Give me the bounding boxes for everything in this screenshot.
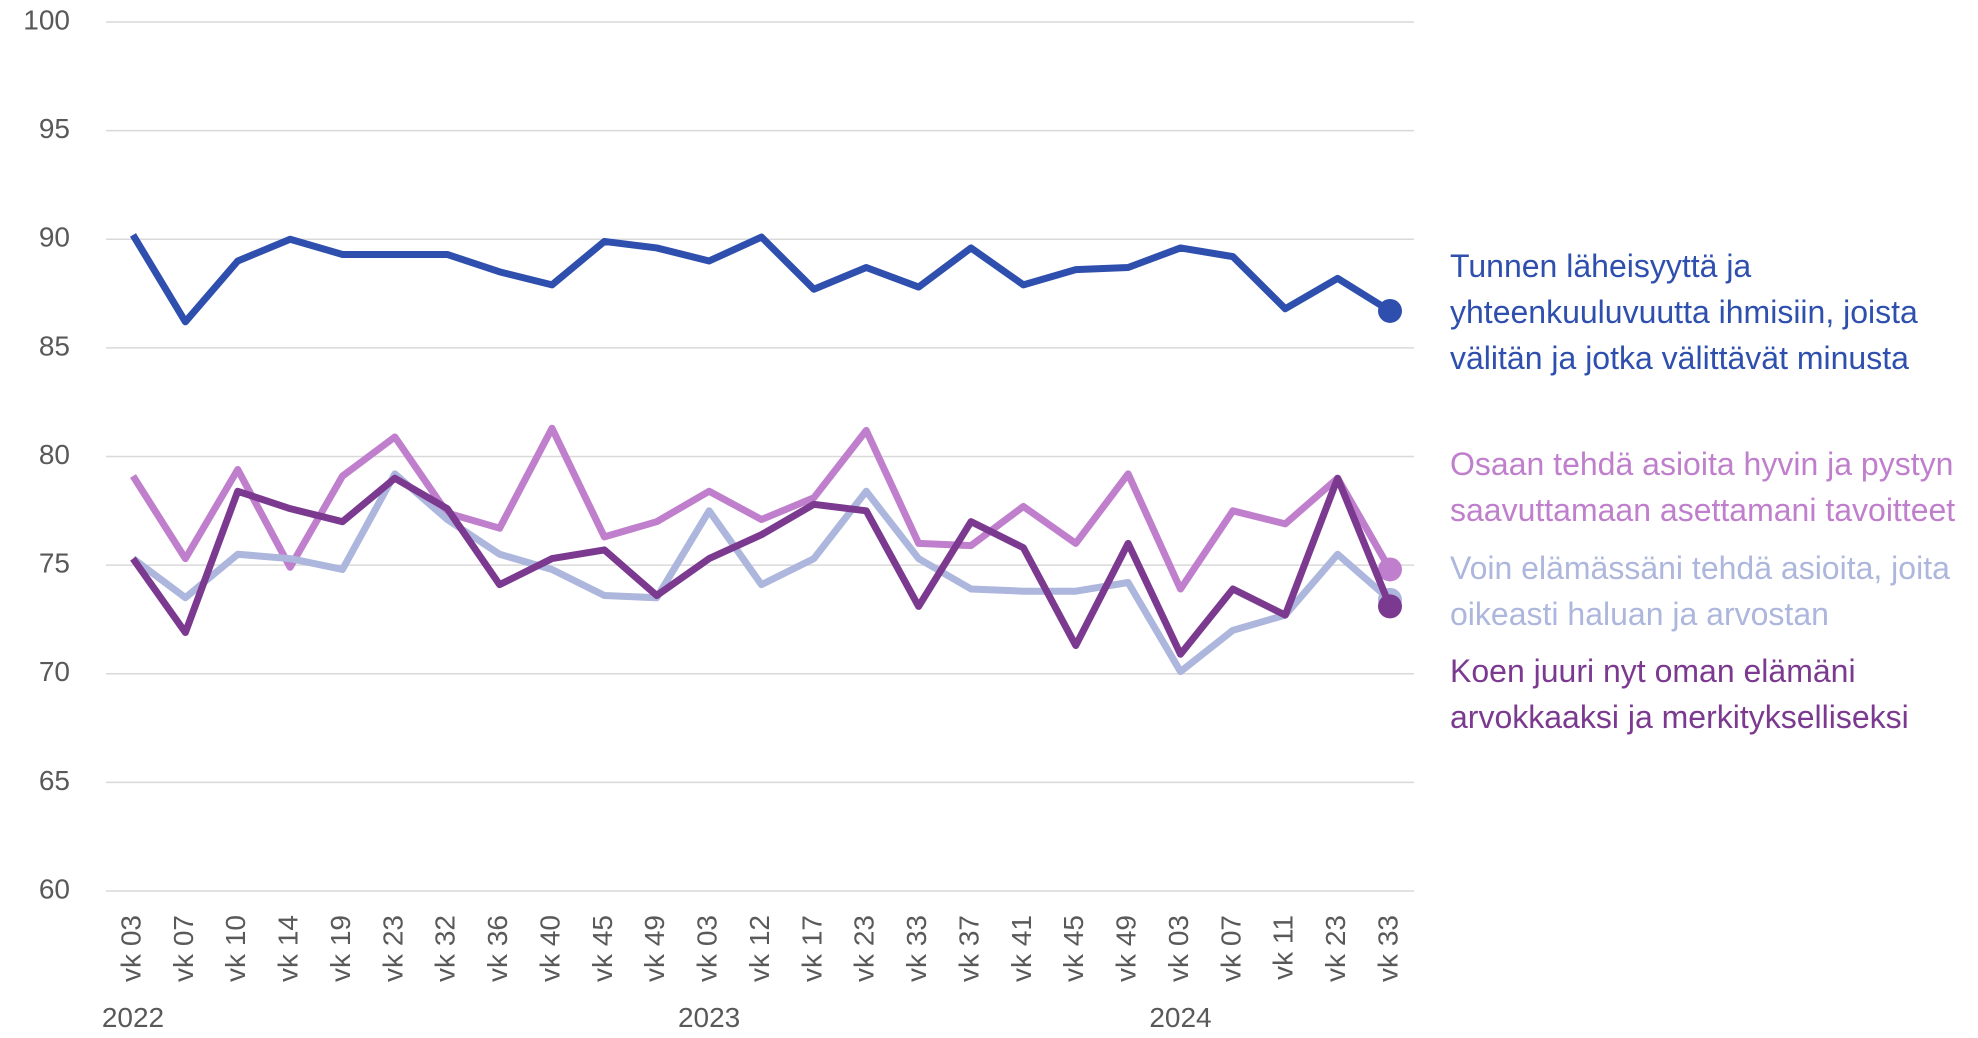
end-marker [1378,557,1402,582]
legend-entry: Osaan tehdä asioita hyvin ja pystyn saav… [1450,446,1956,528]
end-marker [1378,594,1402,619]
y-tick-label: 100 [23,4,70,35]
x-tick-label: vk 17 [796,915,827,982]
x-tick-label: vk 45 [1058,915,1089,982]
x-tick-label: vk 41 [1006,915,1037,982]
y-tick-label: 80 [39,439,70,470]
x-tick-label: vk 03 [692,915,723,982]
y-tick-label: 65 [39,765,70,796]
x-tick-label: vk 37 [953,915,984,982]
legend-entry: Voin elämässäni tehdä asioita, joita oik… [1450,550,1950,632]
year-label: 2022 [102,1002,164,1033]
y-tick-label: 85 [39,330,70,361]
series-line [130,470,1393,676]
y-tick-label: 70 [39,656,70,687]
legend-entry: Koen juuri nyt oman elämäni arvokkaaksi … [1450,653,1909,735]
y-tick-label: 90 [39,222,70,253]
x-tick-label: vk 03 [1163,915,1194,982]
x-tick-label: vk 14 [273,915,304,982]
x-tick-label: vk 23 [1320,915,1351,982]
x-tick-label: vk 23 [377,915,408,982]
x-tick-label: vk 40 [534,915,565,982]
x-tick-label: vk 45 [587,915,618,982]
x-tick-label: vk 33 [1372,915,1403,982]
end-marker [1378,298,1402,323]
x-tick-label: vk 19 [325,915,356,982]
y-tick-label: 60 [39,873,70,904]
x-tick-label: vk 36 [482,915,513,982]
x-tick-label: vk 49 [639,915,670,982]
series-line [130,233,1392,326]
x-tick-label: vk 12 [744,915,775,982]
year-label: 2024 [1149,1002,1211,1033]
year-label: 2023 [678,1002,740,1033]
x-tick-label: vk 23 [849,915,880,982]
series-line [130,424,1394,593]
x-tick-label: vk 03 [115,915,146,982]
series-line [130,474,1394,658]
y-tick-label: 75 [39,548,70,579]
legend-entry: Tunnen läheisyyttä ja yhteenkuuluvuutta … [1450,248,1918,376]
x-tick-label: vk 11 [1268,915,1299,980]
y-tick-label: 95 [39,113,70,144]
x-tick-label: vk 10 [220,915,251,982]
x-tick-label: vk 33 [901,915,932,982]
x-tick-label: vk 49 [1111,915,1142,982]
x-tick-label: vk 07 [168,915,199,982]
x-tick-label: vk 07 [1215,915,1246,982]
x-tick-label: vk 32 [430,915,461,982]
